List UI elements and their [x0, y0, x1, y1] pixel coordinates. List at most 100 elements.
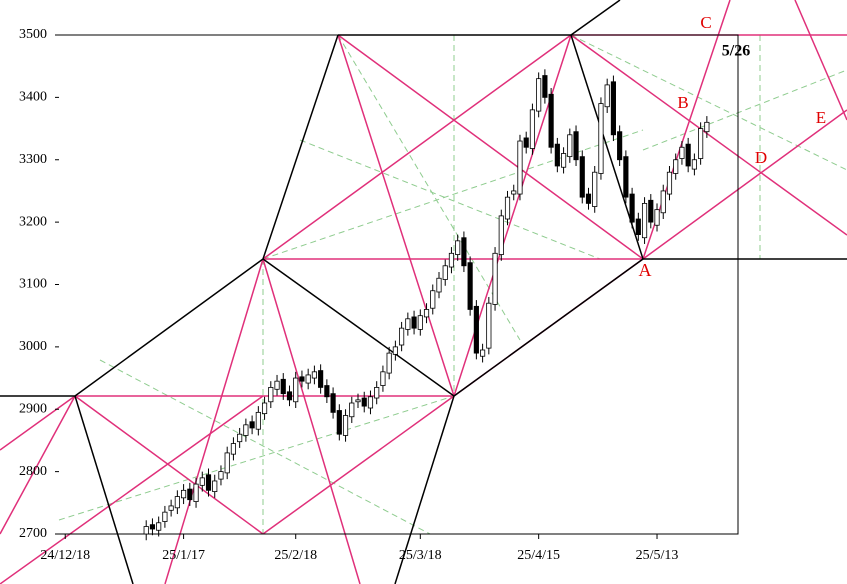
pink-line: [570, 34, 847, 236]
pink-line: [337, 34, 455, 397]
pink-line: [262, 258, 361, 584]
candle-body: [330, 393, 336, 413]
candle-body: [436, 277, 442, 293]
pink-line: [0, 395, 76, 451]
candle-body: [423, 309, 430, 318]
candle-body: [610, 81, 616, 136]
candle-body: [218, 471, 224, 480]
candle-body: [156, 522, 162, 531]
candle-body: [187, 488, 193, 501]
candle-body: [361, 397, 367, 407]
candle-body: [486, 302, 492, 349]
pink-line: [642, 109, 847, 260]
candle-body: [660, 190, 666, 214]
y-tick-label: 2700: [19, 526, 47, 541]
candle-body: [673, 159, 679, 174]
guide: [337, 34, 521, 341]
candle-body: [342, 415, 349, 436]
y-tick-label: 3000: [19, 339, 47, 354]
candle-body: [430, 290, 436, 309]
y-tick-label: 3400: [19, 90, 47, 105]
x-tick-label: 25/5/13: [636, 548, 679, 563]
candle-body: [623, 156, 629, 198]
annotation: E: [816, 108, 826, 127]
candle-body: [280, 378, 286, 395]
candle-body: [193, 483, 199, 502]
x-tick-label: 25/2/18: [274, 548, 317, 563]
candle-body: [255, 411, 261, 430]
y-tick-label: 3200: [19, 214, 47, 229]
candle-body: [467, 262, 473, 310]
candle-body: [162, 511, 168, 522]
black-line: [74, 258, 264, 397]
candle-body: [691, 159, 697, 170]
candle-body: [237, 433, 243, 443]
candle-body: [261, 402, 268, 415]
candle-body: [274, 380, 280, 390]
candle-body: [143, 526, 149, 535]
candle-body: [299, 376, 305, 382]
candle-body: [367, 396, 374, 409]
pink-line: [74, 395, 264, 535]
candle-body: [511, 190, 517, 195]
candle-body: [498, 215, 504, 255]
candle-body: [318, 370, 324, 388]
candle-body: [243, 424, 249, 436]
candle-body: [598, 103, 604, 174]
candle-body: [286, 391, 293, 401]
candle-body: [542, 75, 548, 98]
candle-body: [336, 410, 342, 435]
candle-body: [504, 196, 511, 220]
candle-body: [349, 402, 355, 418]
candle-body: [305, 374, 311, 384]
candle-body: [386, 352, 392, 374]
candle-body: [374, 387, 380, 399]
pink-line: [794, 0, 847, 121]
x-tick-label: 25/1/17: [162, 548, 205, 563]
candle-body: [311, 371, 317, 379]
candle-body: [249, 421, 255, 429]
x-tick-label: 25/4/15: [517, 548, 560, 563]
candle-body: [448, 252, 455, 268]
candle-body: [698, 128, 704, 159]
candle-body: [592, 171, 598, 207]
pink-line: [453, 34, 572, 397]
candle-body: [149, 524, 156, 530]
y-tick-label: 3300: [19, 152, 47, 167]
guide: [58, 395, 455, 521]
candle-body: [536, 78, 542, 112]
candle-body: [268, 387, 274, 403]
candle-body: [480, 349, 486, 357]
pink-line: [0, 395, 264, 584]
black-line: [394, 395, 455, 584]
pink-line: [0, 395, 76, 535]
candle-body: [168, 505, 174, 511]
candle-body: [224, 452, 230, 474]
candle-body: [641, 203, 648, 239]
pink-line: [262, 34, 572, 260]
candle-body: [355, 399, 361, 403]
candle-body: [523, 137, 529, 148]
candle-body: [380, 371, 386, 386]
candle-body: [573, 131, 579, 161]
black-line: [262, 34, 339, 260]
pink-line: [164, 258, 264, 584]
candle-body: [293, 377, 299, 403]
candle-body: [399, 327, 405, 346]
x-tick-label: 24/12/18: [40, 548, 90, 563]
black-line: [262, 258, 455, 397]
candle-body: [174, 496, 180, 509]
candle-body: [654, 209, 660, 226]
y-tick-label: 3100: [19, 277, 47, 292]
candle-body: [529, 109, 536, 149]
candle-body: [417, 315, 423, 330]
y-tick-label: 2900: [19, 401, 47, 416]
pink-line: [337, 34, 644, 260]
candle-body: [554, 143, 560, 167]
candle-body: [604, 84, 610, 108]
guide: [642, 69, 847, 151]
candle-body: [492, 252, 498, 305]
candle-body: [324, 385, 330, 398]
